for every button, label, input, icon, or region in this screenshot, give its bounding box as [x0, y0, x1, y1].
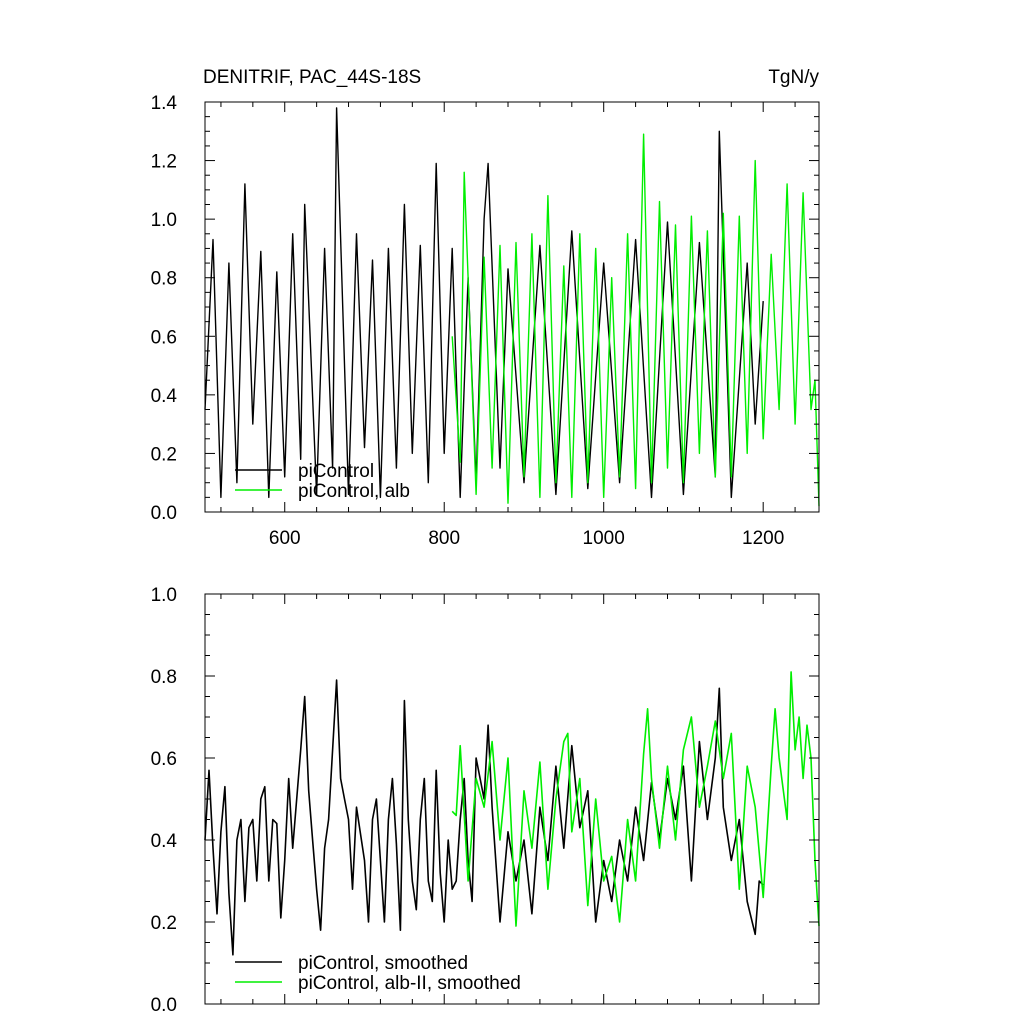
bottom-series-line-0	[204, 679, 764, 956]
bottom-ytick-label: 0.8	[151, 667, 177, 688]
top-ytick-label: 0.4	[151, 386, 178, 407]
bottom-ytick-label: 1.0	[151, 585, 177, 606]
top-ytick-label: 1.4	[151, 93, 178, 114]
bottom-ytick-label: 0.2	[151, 913, 177, 934]
top-ytick-label: 0.8	[151, 269, 177, 290]
legend-label-smoothed: piControl, smoothed	[298, 953, 468, 974]
top-title: DENITRIF, PAC_44S-18S	[203, 67, 421, 88]
bottom-ytick-label: 0.0	[151, 995, 177, 1016]
top-panel: 0.0 0.2 0.4 0.6 0.8 1.0 1.2 1.4 600 800 1000 1200 D…	[151, 67, 820, 549]
bottom-ytick-label: 0.6	[151, 749, 177, 770]
bottom-series-line-1	[451, 671, 820, 927]
bottom-ytick-label: 0.4	[151, 831, 178, 852]
bottom-series-layer	[204, 671, 820, 956]
top-series-line-1	[451, 133, 820, 507]
top-ytick-label: 0.2	[151, 444, 177, 465]
bottom-ticks-layer: 0.0 0.2 0.4 0.6 0.8 1.0	[151, 585, 819, 1016]
top-series-layer	[204, 107, 820, 507]
top-ytick-label: 0.0	[151, 503, 177, 524]
legend-label-picontrol: piControl	[298, 461, 374, 482]
legend-label-alb-smoothed: piControl, alb-II, smoothed	[298, 973, 521, 994]
top-ytick-label: 1.0	[151, 210, 177, 231]
top-series-line-0	[204, 107, 764, 499]
bottom-panel: 0.0 0.2 0.4 0.6 0.8 1.0 piControl, smoothed p…	[151, 585, 820, 1016]
bottom-legend: piControl, smoothed piControl, alb-II, s…	[235, 953, 521, 994]
top-xtick-label: 1000	[583, 528, 625, 549]
top-ytick-label: 1.2	[151, 152, 177, 173]
top-xtick-label: 800	[428, 528, 460, 549]
legend-label-picontrol-alb: piControl, alb	[298, 481, 410, 502]
top-plot-frame	[204, 101, 820, 513]
top-xtick-label: 600	[269, 528, 301, 549]
top-ticks-layer: 0.0 0.2 0.4 0.6 0.8 1.0 1.2 1.4 600 800 1000 1200	[151, 93, 819, 549]
top-ytick-label: 0.6	[151, 327, 177, 348]
top-xtick-label: 1200	[742, 528, 784, 549]
top-legend: piControl piControl, alb	[235, 461, 410, 502]
top-units: TgN/y	[768, 67, 819, 88]
